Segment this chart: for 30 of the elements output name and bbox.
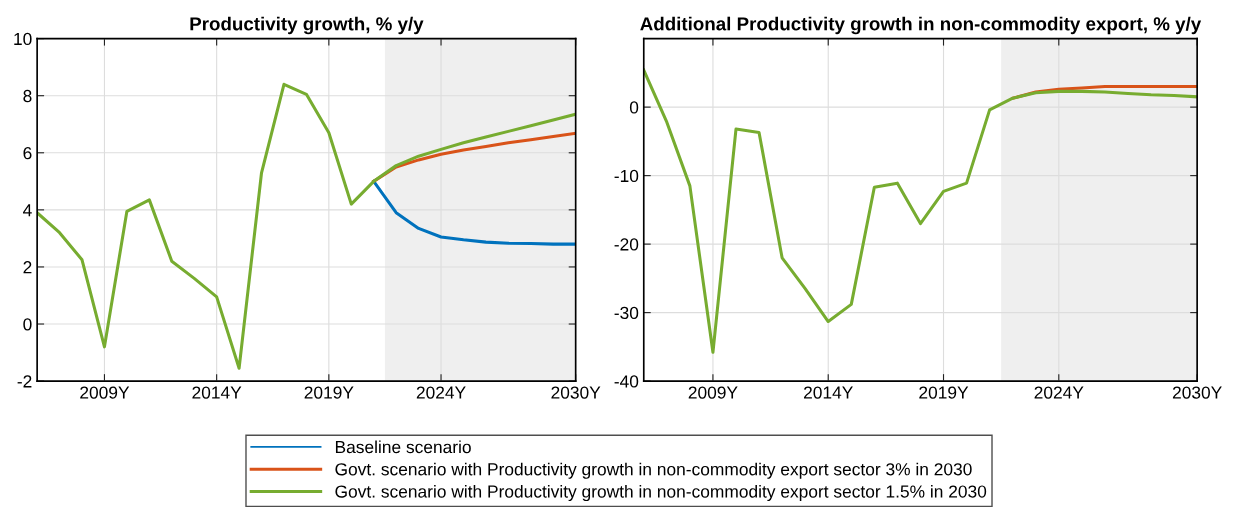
y-tick-label: 2 <box>23 261 32 274</box>
y-tick-label: 6 <box>23 146 32 160</box>
x-tick-label: 2019Y <box>304 386 354 399</box>
y-tick-label: 0 <box>629 101 639 114</box>
chart-title: Productivity growth, % y/y <box>190 16 424 35</box>
x-tick-label: 2030Y <box>551 386 601 399</box>
y-tick-label: -40 <box>614 375 639 388</box>
x-tick-label: 2024Y <box>1034 386 1084 399</box>
line-series <box>37 82 576 370</box>
legend-label: Govt. scenario with Productivity growth in non-commodity export sector 1.5% in 2030 <box>335 484 987 502</box>
y-tick-label: 8 <box>23 89 32 103</box>
y-tick-label: -10 <box>614 169 639 183</box>
x-tick-label: 2019Y <box>919 386 969 399</box>
legend-label: Govt. scenario with Productivity growth in non-commodity export sector 3% in 2030 <box>335 462 972 479</box>
y-tick-label: 4 <box>23 204 32 217</box>
line-series <box>643 68 1198 354</box>
chart-title: Additional Productivity growth in non-commodity export, % y/y <box>640 16 1202 35</box>
y-tick-label: 0 <box>23 318 32 331</box>
legend-label: Baseline scenario <box>335 440 471 454</box>
x-tick-label: 2009Y <box>80 386 130 399</box>
y-tick-label: -2 <box>17 375 32 388</box>
y-tick-label: 10 <box>14 32 32 46</box>
x-tick-label: 2014Y <box>804 386 853 399</box>
x-tick-label: 2014Y <box>192 386 242 399</box>
y-tick-label: -20 <box>614 238 639 251</box>
line-series <box>372 179 576 246</box>
y-tick-label: -30 <box>614 306 639 320</box>
x-tick-label: 2030Y <box>1172 386 1222 399</box>
x-tick-label: 2009Y <box>688 386 738 399</box>
x-tick-label: 2024Y <box>416 386 466 399</box>
